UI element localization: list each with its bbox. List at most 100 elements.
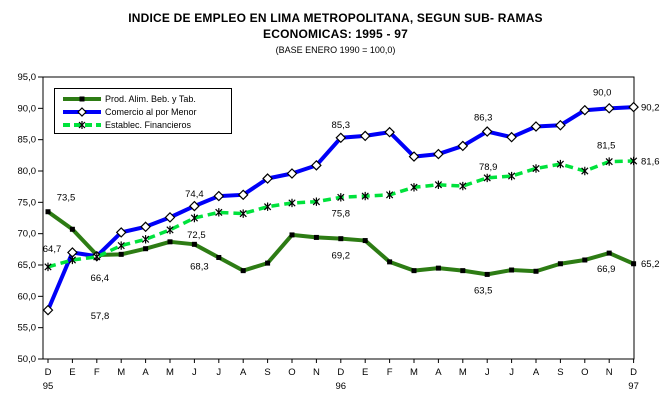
square-marker-icon [240, 268, 246, 274]
asterisk-marker-icon [288, 198, 296, 208]
data-point-label: 75,8 [332, 208, 351, 219]
asterisk-marker-icon [605, 157, 613, 166]
square-marker-icon [338, 236, 344, 242]
data-point-label: 68,3 [190, 261, 209, 272]
x-axis-month-label: E [362, 367, 368, 378]
legend-label: Comercio al por Menor [105, 106, 197, 117]
y-axis-tick-label: 55,0 [18, 323, 37, 334]
y-axis-tick-label: 60,0 [18, 291, 37, 302]
square-marker-icon [143, 246, 149, 252]
legend-line-sample-icon [63, 106, 101, 117]
x-axis-month-label: F [387, 367, 393, 378]
series-establec: 64,7 72,5 75,8 78,9 81,5 81,6 [43, 141, 660, 272]
square-marker-icon [289, 232, 295, 238]
square-marker-icon [69, 226, 75, 232]
asterisk-marker-icon [361, 191, 369, 201]
series-end-label: 81,6 [641, 156, 660, 167]
x-axis-month-label: A [435, 367, 442, 378]
y-axis-tick-label: 80,0 [18, 166, 37, 177]
legend-line-sample-icon [63, 120, 101, 129]
x-axis-month-label: N [606, 367, 613, 378]
x-axis-month-label: S [557, 367, 563, 378]
diamond-marker-icon [335, 132, 347, 144]
diamond-marker-icon [408, 151, 420, 162]
y-axis-tick-label: 95,0 [18, 72, 37, 83]
square-marker-icon [557, 261, 563, 267]
diamond-marker-icon [384, 126, 395, 138]
diamond-marker-icon [164, 212, 176, 223]
asterisk-marker-icon [459, 181, 467, 191]
x-axis-month-label: J [485, 367, 490, 378]
diamond-marker-icon [579, 104, 591, 116]
diamond-marker-icon [262, 173, 273, 184]
x-axis-month-label: M [410, 367, 418, 378]
x-axis-month-label: J [216, 367, 221, 378]
x-axis-month-label: A [142, 367, 149, 378]
x-axis-month-label: E [69, 367, 75, 378]
x-axis-month-label: N [313, 367, 320, 378]
square-marker-icon [167, 239, 173, 245]
data-point-label: 66,9 [597, 264, 616, 275]
x-axis-month-label: D [337, 367, 344, 378]
x-axis-month-label: D [45, 367, 52, 378]
x-axis-year-label: 97 [628, 381, 639, 392]
legend-item-prod-alim: Prod. Alim. Beb. y Tab. [61, 92, 227, 105]
y-axis-tick-label: 70,0 [18, 229, 37, 240]
data-point-label: 57,8 [91, 311, 110, 322]
asterisk-marker-icon [581, 166, 589, 176]
x-axis-month-label: J [509, 367, 514, 378]
diamond-marker-icon [286, 168, 298, 179]
square-marker-icon [606, 250, 612, 256]
diamond-marker-icon [506, 131, 517, 143]
data-point-label: 66,4 [91, 273, 110, 284]
legend-line-sample-icon [63, 96, 101, 101]
asterisk-marker-icon [263, 202, 272, 211]
square-marker-icon [582, 257, 588, 263]
x-axis-month-label: M [166, 367, 174, 378]
square-marker-icon [191, 241, 197, 247]
data-point-label: 72,5 [187, 230, 206, 241]
asterisk-marker-icon [434, 180, 443, 189]
data-point-label: 63,5 [474, 285, 493, 296]
x-axis: D E F M A M J J A S O N D E F M A M J J A S O N D 95 96 97 [43, 359, 639, 392]
legend-item-comercio: Comercio al por Menor [61, 105, 227, 118]
diamond-marker-icon [555, 119, 566, 131]
data-point-label: 90,0 [593, 87, 612, 98]
square-marker-icon [411, 268, 417, 274]
asterisk-marker-icon [385, 190, 394, 200]
diamond-marker-icon [115, 227, 127, 238]
diamond-marker-icon [628, 101, 639, 113]
x-axis-year-label: 96 [336, 381, 347, 392]
y-axis-tick-label: 85,0 [18, 135, 37, 146]
chart-title-line1: INDICE DE EMPLEO EN LIMA METROPOLITANA, … [128, 11, 543, 25]
square-marker-icon [435, 265, 441, 271]
x-axis-month-label: F [94, 367, 100, 378]
asterisk-marker-icon [629, 156, 638, 166]
x-axis-month-label: S [264, 367, 270, 378]
square-marker-icon [387, 259, 393, 265]
square-marker-icon [533, 268, 539, 274]
x-axis-month-label: D [630, 367, 637, 378]
x-axis-month-label: O [288, 367, 295, 378]
y-axis-tick-label: 65,0 [18, 260, 37, 271]
square-marker-icon [362, 238, 368, 244]
series-prod-alim: 73,5 68,3 69,2 63,5 66,9 65,2 [45, 193, 660, 296]
diamond-marker-icon [359, 130, 371, 142]
asterisk-marker-icon [312, 197, 321, 206]
diamond-marker-icon [140, 221, 151, 233]
x-axis-month-label: A [533, 367, 540, 378]
chart-title-line2: ECONOMICAS: 1995 - 97 [263, 27, 408, 41]
square-marker-icon [509, 267, 515, 273]
diamond-marker-icon [77, 106, 87, 117]
square-marker-icon [45, 209, 51, 215]
diamond-marker-icon [603, 102, 615, 114]
asterisk-marker-icon [215, 208, 223, 217]
diamond-marker-icon [433, 148, 444, 160]
asterisk-marker-icon [141, 235, 150, 244]
x-axis-year-label: 95 [43, 381, 54, 392]
y-axis: 95,0 90,0 85,0 80,0 75,0 70,0 65,0 60,0 55,0 50,0 [18, 72, 43, 365]
asterisk-marker-icon [190, 213, 199, 223]
plot-frame [42, 76, 635, 360]
